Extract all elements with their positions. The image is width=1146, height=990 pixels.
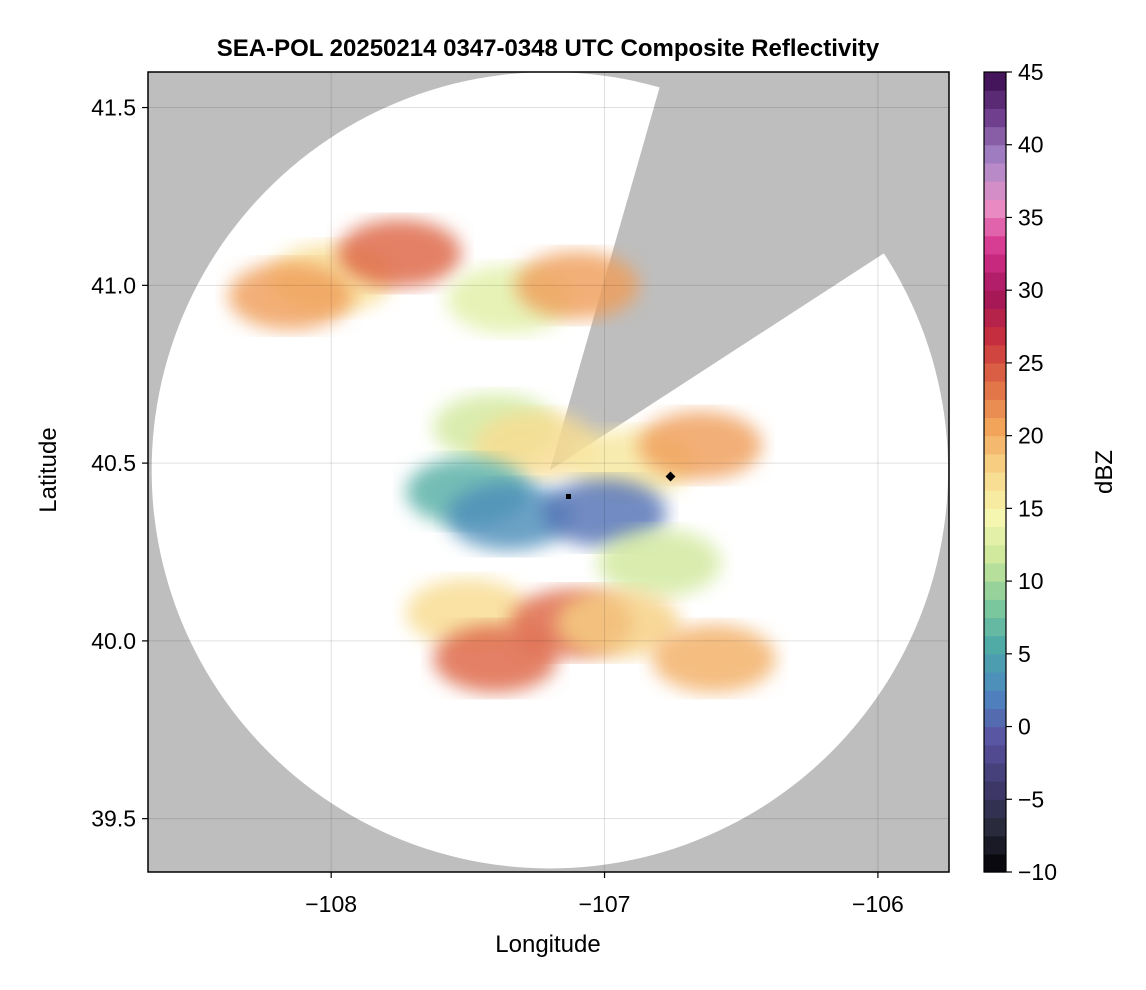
site-marker	[665, 471, 676, 482]
colorbar-bin	[984, 653, 1006, 673]
colorbar-tick-label: 45	[1018, 59, 1044, 85]
colorbar-tick-label: 20	[1018, 423, 1044, 449]
echo-cell	[474, 411, 599, 480]
y-tick-label: 40.0	[91, 628, 136, 654]
colorbar-bin	[984, 744, 1006, 764]
colorbar-tick-label: 40	[1018, 132, 1044, 158]
site-marker	[566, 494, 571, 499]
colorbar-bin	[984, 726, 1006, 746]
colorbar-bin	[984, 708, 1006, 728]
colorbar-bin	[984, 181, 1006, 200]
colorbar-bin	[984, 290, 1006, 309]
colorbar-bin	[984, 362, 1006, 382]
y-tick-label: 41.5	[91, 95, 136, 121]
colorbar-bin	[984, 853, 1006, 873]
colorbar-bin	[984, 217, 1006, 237]
colorbar-bin	[984, 581, 1006, 600]
colorbar-bin	[984, 799, 1006, 819]
x-tick-label: −106	[852, 891, 904, 917]
echo-cell	[638, 411, 763, 480]
echo-cell	[651, 624, 776, 693]
y-axis-label: Latitude	[35, 427, 62, 512]
plot-frame	[147, 71, 950, 873]
colorbar: −10 −5 0 5 10 15 20 25 30 35 40 45	[983, 59, 1057, 885]
colorbar-bin	[984, 562, 1006, 582]
colorbar-bin	[984, 490, 1006, 509]
colorbar-bin	[984, 108, 1006, 128]
x-tick-label: −108	[305, 891, 357, 917]
echo-cell	[556, 589, 681, 658]
colorbar-bin	[984, 508, 1006, 528]
echo-cell	[337, 219, 462, 288]
colorbar-bin	[984, 72, 1006, 91]
colorbar-tick-label: 0	[1018, 714, 1031, 740]
colorbar-bin	[984, 326, 1006, 346]
colorbar-bin	[984, 435, 1006, 455]
echo-cell	[515, 251, 640, 320]
y-tick-label: 41.0	[91, 272, 136, 298]
colorbar-bin	[984, 762, 1006, 782]
colorbar-bin	[984, 308, 1006, 328]
colorbar-bin	[984, 781, 1006, 800]
echo-cell	[228, 262, 353, 330]
colorbar-bin	[984, 399, 1006, 419]
colorbar-bin	[984, 617, 1006, 637]
chart-title: SEA-POL 20250214 0347-0348 UTC Composite…	[217, 35, 880, 62]
colorbar-bin	[984, 472, 1006, 491]
y-tick-label: 39.5	[91, 806, 136, 832]
echo-cell	[597, 528, 722, 597]
colorbar-bin	[984, 817, 1006, 837]
colorbar-bin	[984, 453, 1006, 473]
y-axis-ticks: 39.5 40.0 40.5 41.0 41.5	[91, 95, 148, 832]
y-tick-label: 40.5	[91, 450, 136, 476]
colorbar-tick-label: −5	[1018, 786, 1044, 812]
grid-lines	[148, 72, 949, 872]
colorbar-tick-label: 15	[1018, 495, 1044, 521]
colorbar-bin	[984, 544, 1006, 564]
colorbar-tick-label: 10	[1018, 568, 1044, 594]
colorbar-bin	[984, 199, 1006, 219]
colorbar-bin	[984, 344, 1006, 364]
x-tick-label: −107	[579, 891, 631, 917]
colorbar-bin	[984, 253, 1006, 273]
colorbar-bin	[984, 126, 1006, 146]
colorbar-bin	[984, 417, 1006, 437]
colorbar-bin	[984, 235, 1006, 255]
colorbar-bin	[984, 672, 1006, 691]
echo-cell	[446, 482, 571, 551]
colorbar-bin	[984, 690, 1006, 709]
colorbar-bin	[984, 599, 1006, 619]
x-axis-ticks: −108 −107 −106	[305, 872, 904, 917]
colorbar-bin	[984, 272, 1006, 291]
colorbar-tick-label: 35	[1018, 204, 1044, 230]
colorbar-bin	[984, 162, 1006, 182]
colorbar-bin	[984, 635, 1006, 655]
colorbar-tick-label: −10	[1018, 859, 1057, 885]
colorbar-bin	[984, 835, 1006, 855]
colorbar-tick-label: 5	[1018, 641, 1031, 667]
x-axis-label: Longitude	[495, 931, 600, 958]
colorbar-tick-label: 30	[1018, 277, 1044, 303]
colorbar-bin	[984, 90, 1006, 109]
colorbar-tick-label: 25	[1018, 350, 1044, 376]
colorbar-bin	[984, 144, 1006, 164]
colorbar-frame	[983, 71, 1007, 873]
colorbar-bin	[984, 526, 1006, 546]
echo-cell	[542, 478, 667, 547]
colorbar-bin	[984, 381, 1006, 400]
echo-layer	[228, 219, 776, 693]
colorbar-label: dBZ	[1091, 450, 1118, 494]
